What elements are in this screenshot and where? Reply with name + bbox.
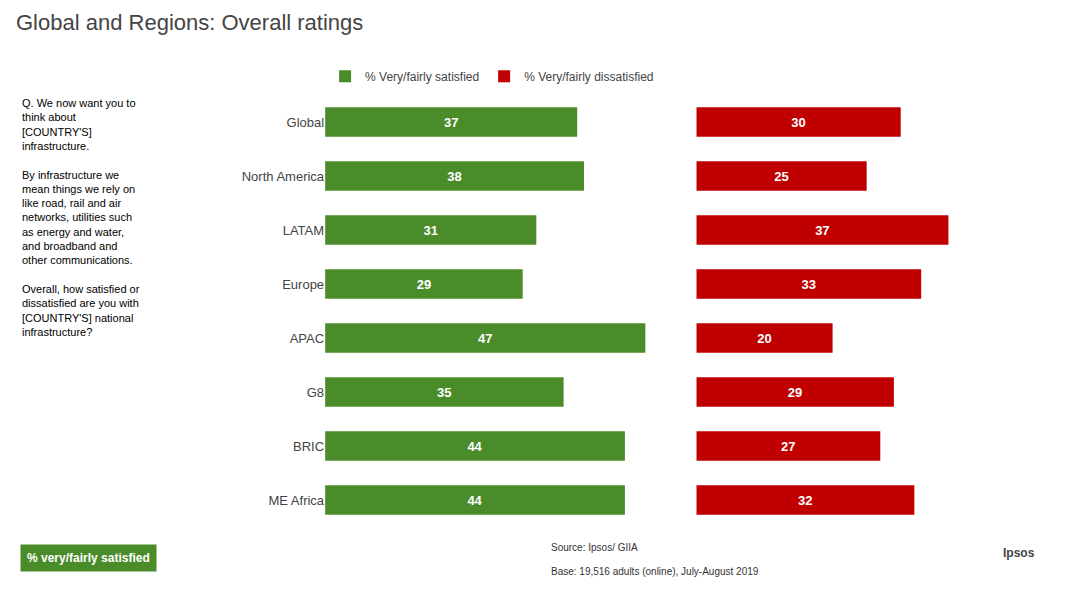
svg-text:Global and Regions: Overall ra: Global and Regions: Overall ratings <box>16 10 363 35</box>
svg-text:Global: Global <box>287 115 325 130</box>
svg-text:27: 27 <box>781 439 795 454</box>
svg-text:47: 47 <box>478 331 492 346</box>
svg-text:30: 30 <box>791 115 805 130</box>
svg-text:29: 29 <box>417 277 431 292</box>
svg-text:44: 44 <box>467 439 482 454</box>
svg-text:38: 38 <box>447 169 461 184</box>
svg-text:APAC: APAC <box>290 331 324 346</box>
svg-text:44: 44 <box>467 493 482 508</box>
svg-text:G8: G8 <box>307 385 324 400</box>
svg-text:North America: North America <box>242 169 325 184</box>
svg-text:33: 33 <box>802 277 816 292</box>
svg-text:Q. We now want you tothink abo: Q. We now want you tothink about[COUNTRY… <box>22 97 140 338</box>
svg-text:25: 25 <box>774 169 788 184</box>
svg-text:31: 31 <box>423 223 437 238</box>
svg-text:% Very/fairly satisfied: % Very/fairly satisfied <box>365 70 479 84</box>
svg-text:Base: 19,516 adults (online),: Base: 19,516 adults (online), July-Augus… <box>551 566 759 577</box>
svg-text:ME Africa: ME Africa <box>268 493 324 508</box>
svg-text:29: 29 <box>788 385 802 400</box>
svg-text:32: 32 <box>798 493 812 508</box>
svg-text:37: 37 <box>815 223 829 238</box>
svg-text:Source: Ipsos/ GIIA: Source: Ipsos/ GIIA <box>551 542 638 553</box>
svg-text:% very/fairly satisfied: % very/fairly satisfied <box>27 551 150 565</box>
svg-text:% Very/fairly dissatisfied: % Very/fairly dissatisfied <box>524 70 653 84</box>
svg-text:BRIC: BRIC <box>293 439 324 454</box>
svg-text:Europe: Europe <box>282 277 324 292</box>
svg-text:35: 35 <box>437 385 451 400</box>
svg-text:Ipsos: Ipsos <box>1003 546 1035 560</box>
svg-text:37: 37 <box>444 115 458 130</box>
svg-text:LATAM: LATAM <box>283 223 324 238</box>
svg-text:20: 20 <box>757 331 771 346</box>
